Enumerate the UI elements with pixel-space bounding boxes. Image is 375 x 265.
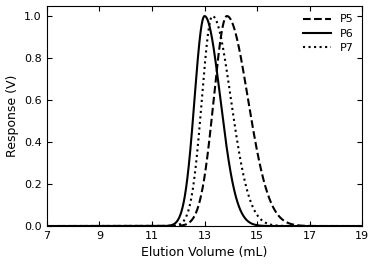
P7 bbox=[320, 224, 324, 228]
P5 bbox=[360, 224, 364, 228]
P5 bbox=[165, 224, 170, 228]
Y-axis label: Response (V): Response (V) bbox=[6, 75, 18, 157]
P7 bbox=[45, 224, 49, 228]
P7 bbox=[354, 224, 358, 228]
P6 bbox=[354, 224, 358, 228]
P7 bbox=[99, 224, 104, 228]
Line: P6: P6 bbox=[47, 16, 362, 226]
X-axis label: Elution Volume (mL): Elution Volume (mL) bbox=[141, 246, 268, 259]
P7 bbox=[179, 222, 184, 225]
P7 bbox=[360, 224, 364, 228]
P6 bbox=[99, 224, 104, 228]
P6 bbox=[45, 224, 49, 228]
Line: P5: P5 bbox=[47, 16, 362, 226]
P6 bbox=[320, 224, 324, 228]
P6 bbox=[360, 224, 364, 228]
P5 bbox=[225, 15, 229, 18]
P7 bbox=[210, 15, 215, 18]
P6 bbox=[165, 224, 170, 227]
P5 bbox=[99, 224, 104, 228]
P5 bbox=[179, 224, 184, 227]
P7 bbox=[81, 224, 85, 228]
P6 bbox=[179, 210, 184, 213]
Line: P7: P7 bbox=[47, 16, 362, 226]
P6 bbox=[202, 15, 207, 18]
P7 bbox=[165, 224, 170, 228]
P5 bbox=[320, 224, 324, 228]
P5 bbox=[354, 224, 358, 228]
P5 bbox=[81, 224, 85, 228]
P5 bbox=[45, 224, 49, 228]
P6 bbox=[81, 224, 85, 228]
Legend: P5, P6, P7: P5, P6, P7 bbox=[300, 11, 357, 57]
